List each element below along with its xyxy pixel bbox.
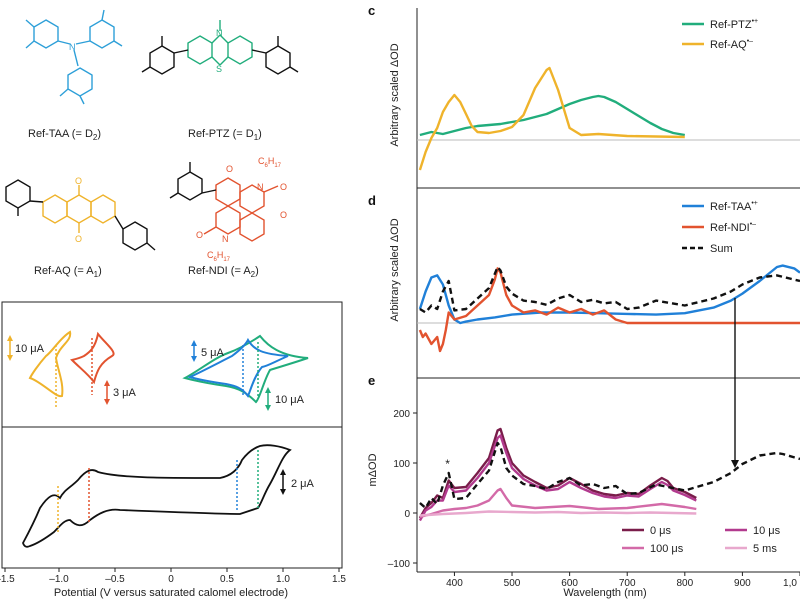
sum-arrow-head <box>731 460 739 468</box>
x-tick-label: 500 <box>504 578 521 589</box>
cv-x-tick-label: –1.0 <box>49 574 69 585</box>
ref-ptz-label: Ref-PTZ (= D1) <box>188 128 262 142</box>
scale-arrow-aq-bottom <box>7 355 13 361</box>
legend-label: Ref-PTZ•+ <box>710 18 758 31</box>
panel-d-legend: Ref-TAA•+ Ref-NDI•– Sum <box>682 200 758 255</box>
scale-label-taa: 5 μA <box>201 347 225 359</box>
panel-letter-c: c <box>368 3 375 18</box>
panel-letter-d: d <box>368 193 376 208</box>
taa-nitrogen: N <box>69 42 76 52</box>
scale-arrow-ndi-top <box>104 380 110 386</box>
ndi-chain-bottom: C6H17 <box>207 250 231 263</box>
ref-aq-structure: O O <box>5 176 156 251</box>
scale-arrow-combined-top <box>280 469 286 475</box>
cv-trace-aq <box>28 330 72 398</box>
series-line <box>419 441 800 510</box>
panel-d-y-label: Arbitrary scaled ΔOD <box>389 218 401 321</box>
legend-label: 100 μs <box>650 543 684 555</box>
y-tick-label: 200 <box>393 409 410 420</box>
ref-ptz-structure: N S <box>141 20 299 75</box>
ref-taa-label: Ref-TAA (= D2) <box>28 128 101 142</box>
panel-e-legend: 0 μs 10 μs 100 μs 5 ms <box>622 525 781 555</box>
ref-ndi-label: Ref-NDI (= A2) <box>188 265 259 279</box>
panel-e-y-label: mΔOD <box>367 453 379 486</box>
ref-taa-structure: N <box>25 9 123 105</box>
ndi-nitrogen-bottom: N <box>222 234 229 244</box>
scale-arrow-taa-bottom <box>191 356 197 362</box>
series-line <box>419 487 697 519</box>
scale-label-ndi: 3 μA <box>113 387 137 399</box>
series-line <box>419 265 800 314</box>
scale-arrow-ptz-top <box>265 387 271 393</box>
cv-x-tick-label: 0 <box>168 574 174 585</box>
legend-label: 5 ms <box>753 543 777 555</box>
peak-annotation: * <box>445 457 450 471</box>
series-line <box>418 427 697 519</box>
ndi-oxygen-1: O <box>226 164 233 174</box>
ndi-chain-top: C6H17 <box>258 156 282 169</box>
ptz-nitrogen: N <box>216 28 223 38</box>
y-tick-label: –100 <box>388 559 411 570</box>
scale-arrow-ptz-bottom <box>265 405 271 411</box>
scale-arrow-ndi-bottom <box>104 399 110 405</box>
cv-x-tick-label: 1.5 <box>332 574 346 585</box>
ptz-sulfur: S <box>216 64 222 74</box>
cv-x-tick-label: –0.5 <box>105 574 125 585</box>
panel-letter-e: e <box>368 373 375 388</box>
y-tick-label: 0 <box>404 509 410 520</box>
cv-x-axis: –1.5 –1.0 –0.5 0 0.5 1.0 1.5 <box>0 568 346 585</box>
cv-trace-ptz <box>182 334 309 404</box>
ndi-oxygen-3: O <box>280 210 287 220</box>
aq-oxygen-bottom: O <box>75 234 82 244</box>
ndi-nitrogen-top: N <box>257 182 264 192</box>
x-tick-label: 900 <box>734 578 751 589</box>
panel-c-legend: Ref-PTZ•+ Ref-AQ•– <box>682 18 758 51</box>
cv-trace-taa <box>187 337 289 398</box>
panel-c-y-label: Arbitrary scaled ΔOD <box>389 43 401 146</box>
cv-trace-combined <box>22 444 292 548</box>
legend-label: Ref-NDI•– <box>710 221 756 234</box>
panel-c-chart <box>418 66 686 171</box>
scale-arrow-combined-bottom <box>280 489 286 495</box>
y-tick-label: 100 <box>393 459 410 470</box>
cv-x-axis-label: Potential (V versus saturated calomel el… <box>54 587 288 599</box>
scale-label-ptz: 10 μA <box>275 394 305 406</box>
x-tick-label: 400 <box>446 578 463 589</box>
x-tick-label: 600 <box>561 578 578 589</box>
series-line <box>419 94 686 137</box>
panel-e-chart: 200 100 0 –100 400 500 600 700 800 900 1,0 * <box>388 409 800 589</box>
aq-oxygen-top: O <box>75 176 82 186</box>
cv-x-tick-label: 0.5 <box>220 574 234 585</box>
series-line <box>418 66 685 171</box>
x-tick-label: 800 <box>676 578 693 589</box>
scale-arrow-taa-top <box>191 340 197 346</box>
x-tick-label: 700 <box>619 578 636 589</box>
scale-label-aq: 10 μA <box>15 343 45 355</box>
cv-x-tick-label: –1.5 <box>0 574 15 585</box>
panel-d-chart <box>418 264 800 353</box>
legend-label: Ref-TAA•+ <box>710 200 758 213</box>
x-tick-label: 1,0 <box>783 578 797 589</box>
legend-label: 0 μs <box>650 525 672 537</box>
series-line <box>418 267 800 353</box>
legend-label: Ref-AQ•– <box>710 38 753 51</box>
legend-label: 10 μs <box>753 525 781 537</box>
ref-aq-label: Ref-AQ (= A1) <box>34 265 102 279</box>
cv-panel-frame <box>1 301 343 569</box>
ndi-oxygen-4: O <box>196 230 203 240</box>
legend-label: Sum <box>710 243 733 255</box>
ndi-oxygen-2: O <box>280 182 287 192</box>
cv-x-tick-label: 1.0 <box>276 574 290 585</box>
spectra-x-axis-label: Wavelength (nm) <box>563 587 646 599</box>
ref-ndi-structure: N N O O O O C6H17 C6H17 <box>169 156 287 263</box>
series-line <box>419 510 697 517</box>
cv-trace-ndi <box>70 331 115 385</box>
scale-arrow-aq-top <box>7 335 13 341</box>
scale-label-combined: 2 μA <box>291 478 315 490</box>
